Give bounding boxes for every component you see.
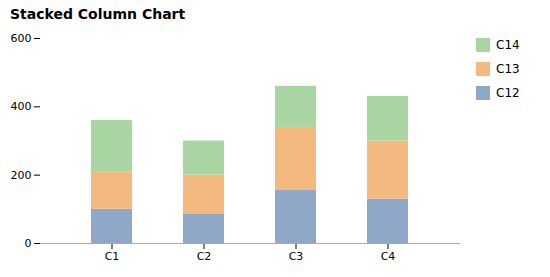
svg-text:C3: C3 [289,250,304,263]
svg-text:0: 0 [25,237,32,250]
svg-text:C1: C1 [105,250,120,263]
html-text:Stacked Column Chart: Stacked Column Chart [10,6,186,22]
svg-text:200: 200 [11,169,32,182]
svg-text:400: 400 [11,100,32,113]
svg-text:C4: C4 [381,250,396,263]
html-text:C12: C12 [496,86,520,100]
svg-text:600: 600 [11,32,32,45]
html-text:C13: C13 [496,62,520,76]
html-text:C14: C14 [496,38,520,52]
svg-text:C2: C2 [197,250,212,263]
